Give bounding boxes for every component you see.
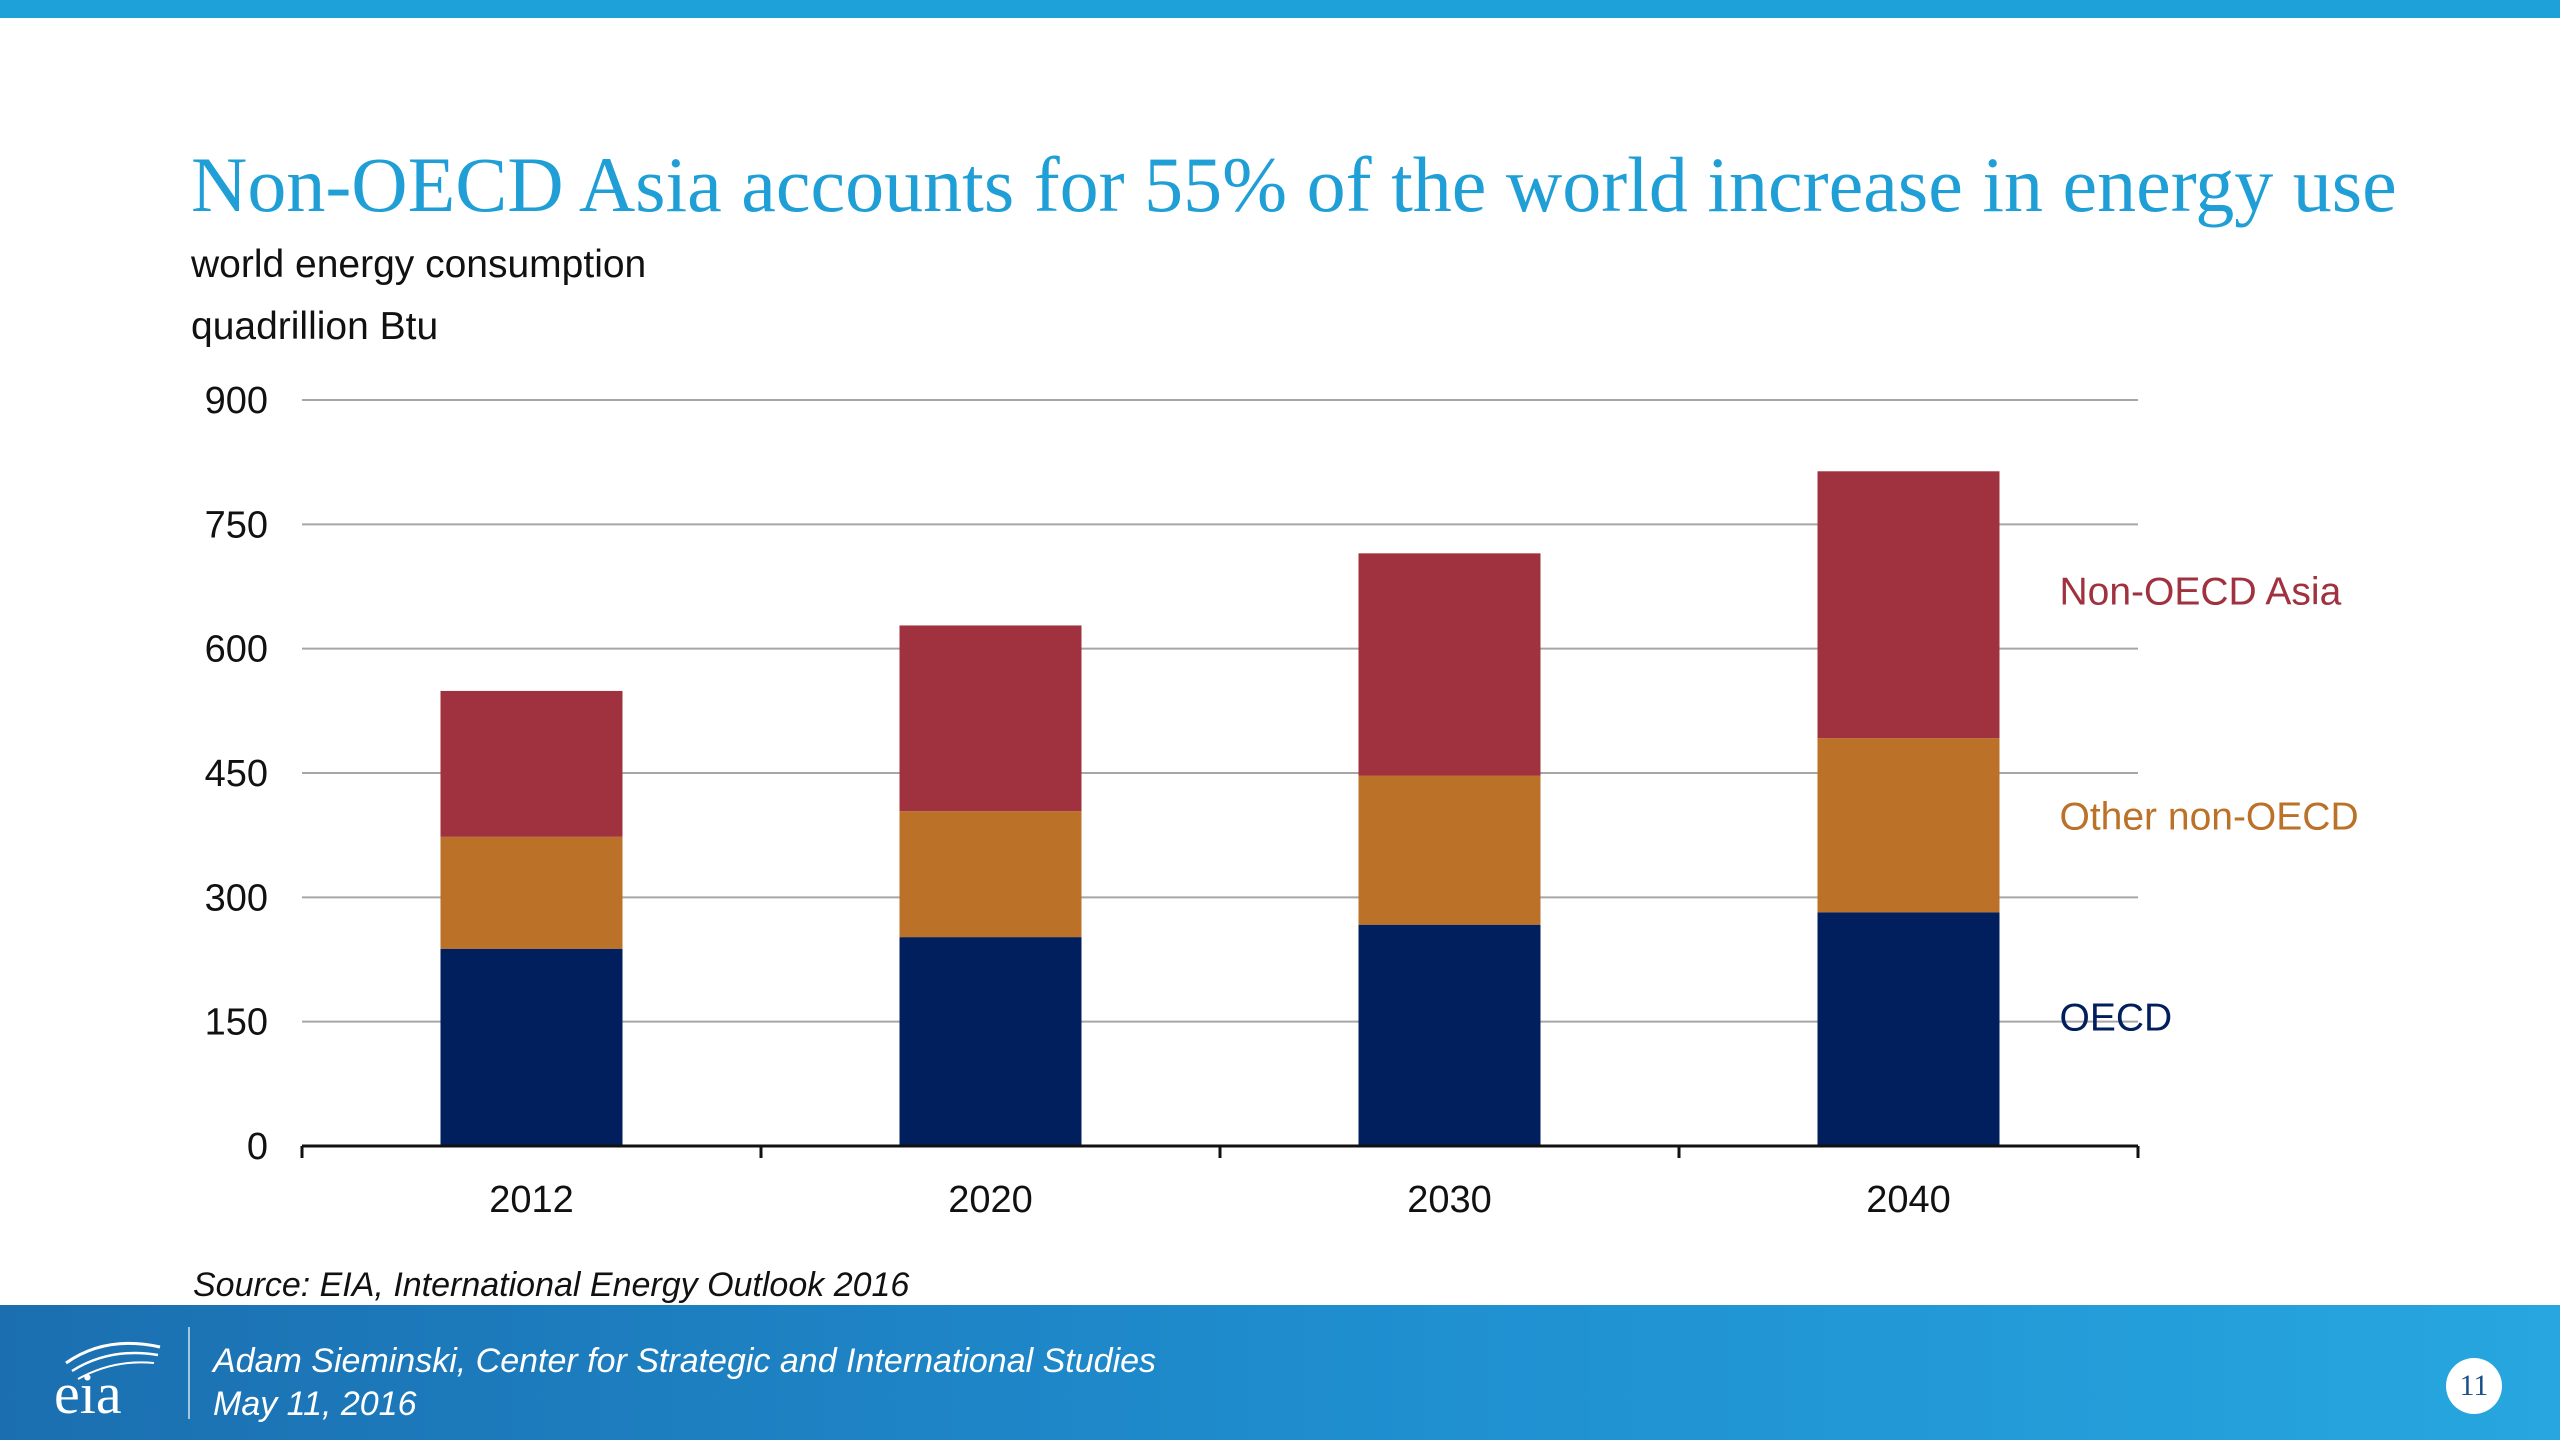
bar-segment xyxy=(1358,924,1541,1146)
tick-labels: 0 150 300 450 600 750 900 2012 2020 2030 2040 xyxy=(205,380,1951,1221)
y-tick-label: 450 xyxy=(205,753,268,795)
page-number: 11 xyxy=(2446,1358,2502,1414)
series-label: OECD xyxy=(2060,996,2173,1039)
bar-segment xyxy=(1817,912,2000,1146)
stacked-bar-chart: 0 150 300 450 600 750 900 2012 2020 2030 2040 OECD… xyxy=(205,380,2359,1221)
y-tick-label: 750 xyxy=(205,504,268,546)
bar-segment xyxy=(440,948,623,1146)
x-tick-label: 2040 xyxy=(1866,1179,1951,1221)
y-tick-label: 900 xyxy=(205,380,268,422)
bar-segment xyxy=(899,937,1082,1146)
bar-segment xyxy=(1358,775,1541,925)
series-labels: OECD Other non-OECD Non-OECD Asia xyxy=(2060,570,2359,1039)
bar-segment xyxy=(1358,553,1541,776)
x-tick-label: 2020 xyxy=(948,1179,1033,1221)
x-tick-label: 2012 xyxy=(489,1179,574,1221)
bar-segment xyxy=(1817,738,2000,913)
y-tick-label: 300 xyxy=(205,877,268,919)
top-accent-bar xyxy=(0,0,2560,18)
y-tick-label: 600 xyxy=(205,629,268,671)
series-label: Non-OECD Asia xyxy=(2060,570,2342,613)
bar-segment xyxy=(899,625,1082,812)
bars xyxy=(440,471,2000,1146)
date-line: May 11, 2016 xyxy=(213,1385,417,1423)
footer-bar: eia Adam Sieminski, Center for Strategic… xyxy=(0,1305,2560,1440)
footer-divider xyxy=(188,1327,190,1419)
slide-title: Non-OECD Asia accounts for 55% of the wo… xyxy=(191,141,2397,228)
y-tick-label: 0 xyxy=(247,1126,268,1168)
svg-text:eia: eia xyxy=(54,1361,122,1423)
y-axis-unit-label: quadrillion Btu xyxy=(191,305,439,348)
y-tick-label: 150 xyxy=(205,1002,268,1044)
bar-segment xyxy=(899,811,1082,938)
bar-segment xyxy=(1817,471,2000,739)
series-label: Other non-OECD xyxy=(2060,796,2359,839)
presenter-line: Adam Sieminski, Center for Strategic and… xyxy=(213,1342,1157,1380)
eia-logo: eia xyxy=(54,1341,161,1423)
x-tick-label: 2030 xyxy=(1407,1179,1492,1221)
x-axis xyxy=(300,1144,2140,1158)
chart-subtitle: world energy consumption xyxy=(191,243,647,286)
source-note: Source: EIA, International Energy Outloo… xyxy=(193,1266,910,1304)
bar-segment xyxy=(440,690,623,837)
bar-segment xyxy=(440,836,623,949)
